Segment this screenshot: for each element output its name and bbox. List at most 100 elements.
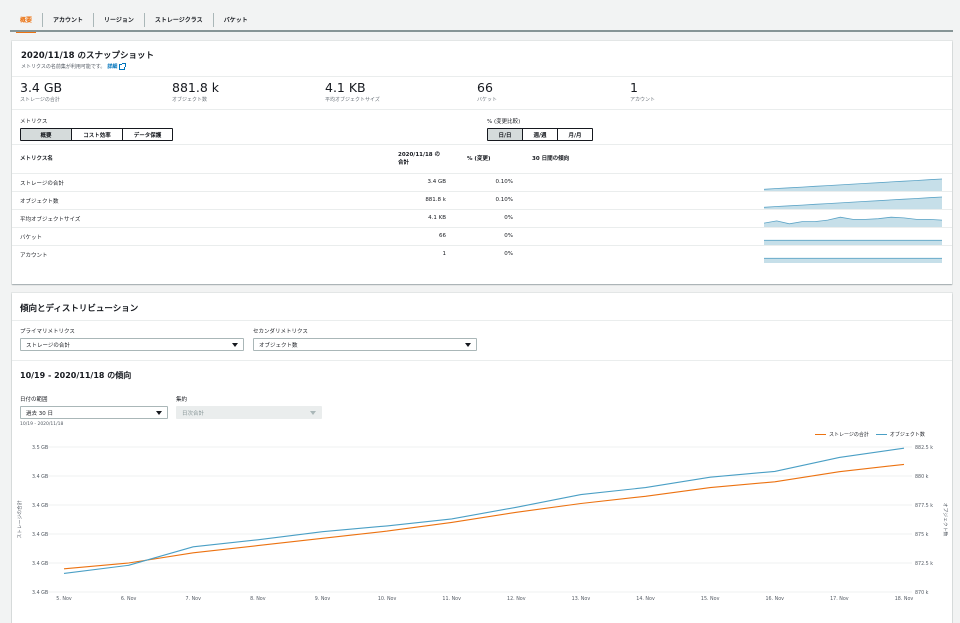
metric-change: 0% (504, 215, 513, 221)
metric-change: 0% (504, 233, 513, 239)
metrics-table: メトリクス名 2020/11/18 の 合計 % (変更) 30 日間の傾向 ス… (12, 145, 952, 264)
stat-label: アカウント (630, 97, 656, 103)
changeSeg-btn-1[interactable]: 週/週 (523, 129, 558, 140)
date-range-label: 日付の範囲 (20, 397, 48, 403)
trends-divider (12, 320, 952, 321)
metricsSeg-btn-0[interactable]: 概要 (21, 129, 72, 140)
chevron-down-icon (310, 411, 316, 415)
chevron-down-icon (465, 343, 471, 347)
col-trend: 30 日間の傾向 (532, 156, 570, 162)
metric-name: オブジェクト数 (20, 199, 59, 205)
snapshot-subtitle: メトリクスの名前集が利用可能です。 詳細 (21, 62, 943, 70)
col-date-total: 2020/11/18 の 合計 (398, 151, 440, 167)
primary-metric-select[interactable]: ストレージの合計 (20, 338, 244, 351)
stat-value: 66 (477, 80, 493, 95)
tab-bar: 概要 アカウント リージョン ストレージクラス バケット (10, 8, 953, 33)
legend-objects[interactable]: オブジェクト数 (889, 432, 925, 438)
sparkline-area (764, 217, 942, 227)
metricsSeg-btn-2[interactable]: データ保護 (133, 132, 162, 139)
metric-change: 0.10% (495, 179, 513, 185)
snapshot-title: 2020/11/18 のスナップショット (21, 51, 154, 61)
stat-value: 1 (630, 80, 638, 95)
snapshot-panel: 2020/11/18 のスナップショット メトリクスの名前集が利用可能です。 詳… (12, 41, 952, 284)
table-row: ストレージの合計 3.4 GB 0.10% (12, 174, 952, 192)
chart-legend: ストレージの合計 オブジェクト数 (815, 431, 925, 438)
x-tick: 6. Nov (121, 596, 137, 602)
legend-swatch-storage (815, 433, 826, 436)
y-tick-left: 3.4 GB (32, 561, 48, 567)
tab-1[interactable]: アカウント (43, 12, 95, 27)
trend-sparkline (764, 239, 942, 245)
secondary-metric-select[interactable]: オブジェクト数 (253, 338, 477, 351)
y-tick-right: 875 k (915, 532, 929, 538)
x-tick: 5. Nov (56, 596, 72, 602)
trend-sparkline (764, 257, 942, 263)
y-tick-right: 882.5 k (915, 445, 933, 451)
stat-4: 1 アカウント (630, 80, 655, 103)
date-range-select[interactable]: 過去 30 日 (20, 406, 168, 419)
metric-name: バケット (20, 235, 43, 241)
trend-sparkline (764, 216, 942, 227)
x-tick: 8. Nov (250, 596, 266, 602)
range-caption: 10/19 - 2020/11/18 (20, 422, 64, 427)
trend-sparkline (764, 196, 942, 209)
changeSeg-btn-0[interactable]: 日/日 (488, 129, 523, 140)
info-link[interactable]: 詳細 (107, 64, 118, 70)
tab-0[interactable]: 概要 (10, 12, 44, 33)
col-metric-name: メトリクス名 (20, 156, 53, 162)
legend-swatch-objects (875, 433, 887, 436)
trends-panel: 傾向とディストリビューション プライマリメトリクス ストレージの合計 セカンダリ… (12, 293, 952, 623)
x-tick: 16. Nov (766, 596, 785, 602)
sparkline-line (764, 216, 942, 225)
y-tick-right: 872.5 k (915, 561, 933, 567)
stat-0: 3.4 GB ストレージの合計 (20, 80, 62, 103)
tab-2[interactable]: リージョン (94, 12, 145, 27)
metric-total: 881.8 k (425, 197, 446, 203)
chevron-down-icon (156, 411, 162, 415)
primary-metric-label: プライマリメトリクス (20, 329, 75, 335)
tab-3[interactable]: ストレージクラス (145, 12, 214, 27)
stat-value: 881.8 k (172, 80, 219, 95)
metric-total: 66 (439, 233, 446, 239)
change-segmented-control: 日/日 週/週 月/月 (487, 128, 593, 141)
metric-total: 3.4 GB (427, 179, 446, 185)
tab-bar-underline (10, 30, 953, 32)
table-row: 平均オブジェクトサイズ 4.1 KB 0% (12, 210, 952, 228)
aggregation-value: 日次合計 (182, 410, 205, 417)
stat-label: 平均オブジェクトサイズ (325, 97, 380, 103)
metricsSeg-btn-1[interactable]: コスト効率 (72, 129, 123, 140)
external-link-icon[interactable] (119, 62, 127, 70)
stat-label: バケット (477, 97, 498, 103)
snapshot-stats: 3.4 GB ストレージの合計 881.8 k オブジェクト数 4.1 KB 平均オブジェ… (12, 77, 952, 110)
series-line-1[interactable] (63, 447, 905, 574)
legend-storage[interactable]: ストレージの合計 (829, 432, 869, 438)
x-tick: 12. Nov (507, 596, 526, 602)
x-tick: 11. Nov (442, 596, 461, 602)
table-row: バケット 66 0% (12, 228, 952, 246)
table-row: アカウント 1 0% (12, 246, 952, 264)
sparkline-area (764, 258, 942, 263)
y-axis-title-right: オブジェクト数 (942, 503, 949, 537)
tab-4[interactable]: バケット (223, 17, 248, 24)
metrics-table-body: ストレージの合計 3.4 GB 0.10% オブジェクト数 881.8 k 0.10% 平均… (12, 174, 952, 264)
y-tick-right: 870 k (915, 590, 929, 596)
series-line-0[interactable] (63, 463, 905, 570)
x-tick: 10. Nov (378, 596, 397, 602)
snapshot-header: 2020/11/18 のスナップショット メトリクスの名前集が利用可能です。 詳… (12, 41, 952, 77)
sparkline-area (764, 240, 942, 245)
y-tick-left: 3.4 GB (32, 474, 48, 480)
y-tick-right: 880 k (915, 474, 929, 480)
y-axis-title-left: ストレージの合計 (16, 500, 23, 538)
sparkline-area (764, 197, 942, 209)
sparkline-line (764, 196, 942, 208)
y-tick-left: 3.4 GB (32, 590, 48, 596)
table-row: オブジェクト数 881.8 k 0.10% (12, 192, 952, 210)
stat-3: 66 バケット (477, 80, 497, 103)
stat-value: 3.4 GB (20, 80, 63, 95)
sparkline-line (764, 178, 942, 190)
x-tick: 9. Nov (315, 596, 331, 602)
trend-sparkline (764, 178, 942, 191)
metrics-segmented-control: 概要 コスト効率 データ保護 (20, 128, 173, 141)
trends-divider-2 (12, 360, 952, 361)
changeSeg-btn-2[interactable]: 月/月 (568, 132, 582, 139)
